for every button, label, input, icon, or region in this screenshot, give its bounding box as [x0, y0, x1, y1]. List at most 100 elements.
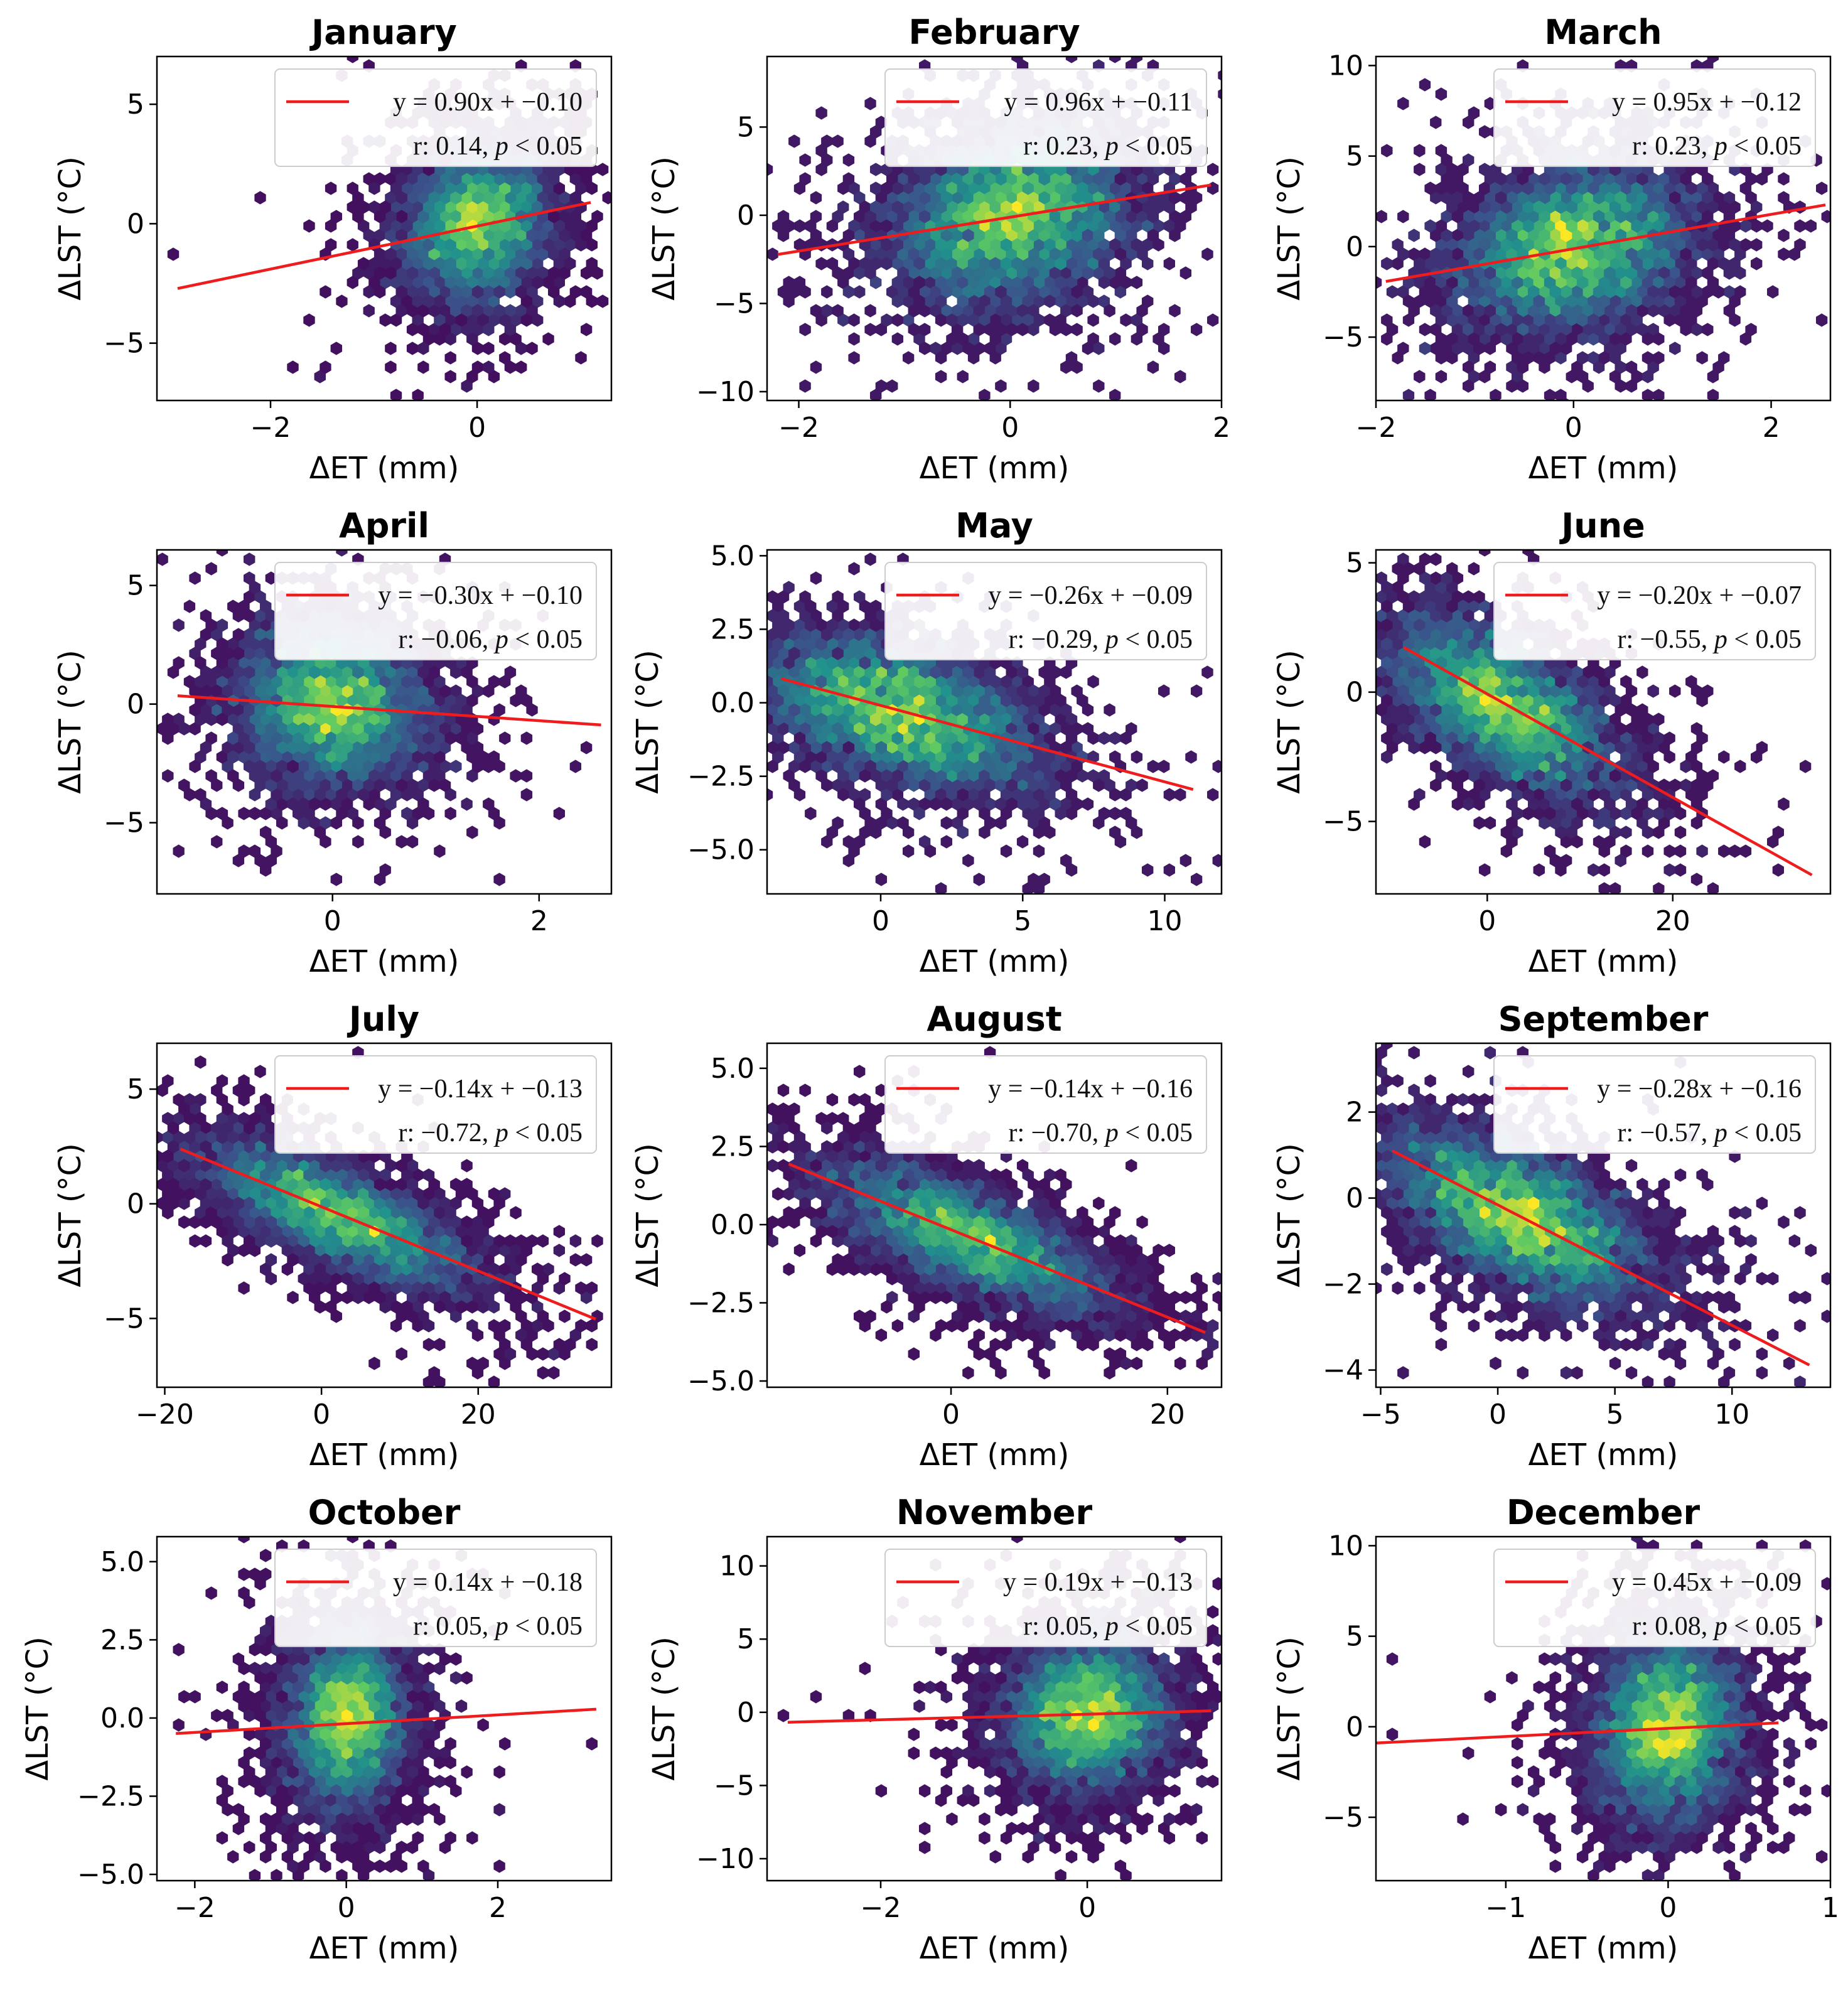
- hex-bin: [1506, 304, 1518, 318]
- hex-bin: [1402, 731, 1415, 745]
- hex-bin: [428, 172, 440, 186]
- hex-bin: [357, 1281, 370, 1295]
- hex-bin: [908, 684, 920, 698]
- hex-bin: [859, 656, 871, 670]
- hex-bin: [461, 379, 473, 393]
- hex-bin: [1468, 351, 1480, 365]
- hex-bin: [314, 1262, 326, 1276]
- hex-bin: [309, 722, 321, 736]
- hex-bin: [417, 760, 429, 773]
- y-tick-label: −2.5: [687, 761, 755, 793]
- hex-bin: [799, 172, 811, 186]
- hex-bin: [532, 181, 544, 195]
- hex-bin: [450, 1309, 462, 1323]
- hex-bin: [325, 1244, 337, 1257]
- hex-bin: [309, 1272, 321, 1286]
- hex-bin: [265, 571, 277, 585]
- hex-bin: [1528, 778, 1540, 792]
- hex-bin: [260, 1112, 272, 1125]
- hex-bin: [1528, 665, 1540, 679]
- hex-bin: [935, 1244, 947, 1257]
- hex-bin: [265, 703, 277, 717]
- hex-bin: [1093, 816, 1105, 830]
- hex-bin: [940, 304, 952, 318]
- hex-bin: [352, 1196, 364, 1210]
- hex-bin: [1576, 370, 1589, 384]
- hex-bin: [346, 200, 358, 214]
- hex-bin: [1006, 1215, 1018, 1229]
- hex-bin: [401, 731, 413, 745]
- hex-bin: [357, 1168, 370, 1182]
- hex-bin: [303, 313, 315, 327]
- hex-bin: [1006, 1272, 1018, 1286]
- hex-bin: [412, 1281, 424, 1295]
- hex-bin: [1451, 590, 1464, 604]
- hex-bin: [265, 1140, 277, 1154]
- hex-bin: [488, 675, 500, 689]
- hex-bin: [777, 722, 790, 736]
- hex-bin: [799, 628, 811, 642]
- hex-bin: [205, 1131, 217, 1144]
- hex-bin: [1000, 332, 1013, 346]
- hex-bin: [390, 675, 402, 689]
- hex-bin: [1805, 219, 1817, 233]
- hex-bin: [1419, 247, 1431, 261]
- hex-bin: [406, 1291, 419, 1304]
- hex-bin: [330, 1215, 342, 1229]
- hex-bin: [1430, 741, 1442, 755]
- hex-bin: [303, 1168, 315, 1182]
- hex-bin: [1414, 599, 1426, 613]
- hex-bin: [1109, 276, 1121, 289]
- hex-bin: [352, 1291, 364, 1304]
- hex-bin: [260, 656, 272, 670]
- hex-bin: [352, 191, 364, 205]
- hex-bin: [837, 313, 849, 327]
- hex-bin: [265, 778, 277, 792]
- hex-bin: [1604, 665, 1616, 679]
- hex-bin: [1191, 323, 1203, 336]
- hex-bin: [793, 712, 806, 726]
- hex-bin: [875, 1215, 887, 1229]
- hex-bin: [995, 703, 1007, 717]
- hex-bin: [1625, 360, 1638, 374]
- hex-bin: [537, 191, 549, 205]
- hex-bin: [1571, 816, 1583, 830]
- hex-bin: [1560, 323, 1572, 336]
- hex-bin: [1424, 294, 1436, 308]
- hex-bin: [537, 266, 549, 280]
- hex-bin: [303, 807, 315, 820]
- hex-bin: [946, 1244, 958, 1257]
- hex-bin: [1136, 1253, 1148, 1267]
- hex-bin: [1158, 684, 1170, 698]
- hex-bin: [854, 1196, 866, 1210]
- hex-bin: [1479, 163, 1491, 176]
- hex-bin: [810, 722, 822, 736]
- legend-equation: y = −0.14x + −0.13: [378, 1075, 583, 1104]
- hex-bin: [1690, 247, 1703, 261]
- hex-bin: [1533, 257, 1545, 271]
- hex-bin: [1522, 257, 1534, 271]
- hex-bin: [1598, 181, 1610, 195]
- hex-bin: [385, 1178, 397, 1191]
- hex-bin: [412, 1300, 424, 1314]
- hex-bin: [373, 285, 386, 299]
- hex-bin: [1663, 200, 1675, 214]
- hex-bin: [1125, 228, 1137, 242]
- hex-bin: [363, 1272, 375, 1286]
- hex-bin: [244, 722, 255, 736]
- hex-bin: [173, 844, 185, 858]
- hex-bin: [1028, 304, 1040, 318]
- hex-bin: [859, 1149, 871, 1163]
- hex-bin: [515, 1328, 527, 1342]
- hex-bin: [1386, 628, 1399, 642]
- hex-bin: [1065, 276, 1078, 289]
- hex-bin: [870, 1131, 882, 1144]
- hex-bin: [1109, 181, 1121, 195]
- hex-bin: [406, 722, 419, 736]
- hex-bin: [881, 731, 893, 745]
- legend-equation: y = 0.96x + −0.11: [1004, 88, 1193, 117]
- hex-bin: [417, 210, 429, 223]
- hex-bin: [352, 684, 364, 698]
- hex-bin: [815, 1112, 827, 1125]
- hex-bin: [864, 304, 876, 318]
